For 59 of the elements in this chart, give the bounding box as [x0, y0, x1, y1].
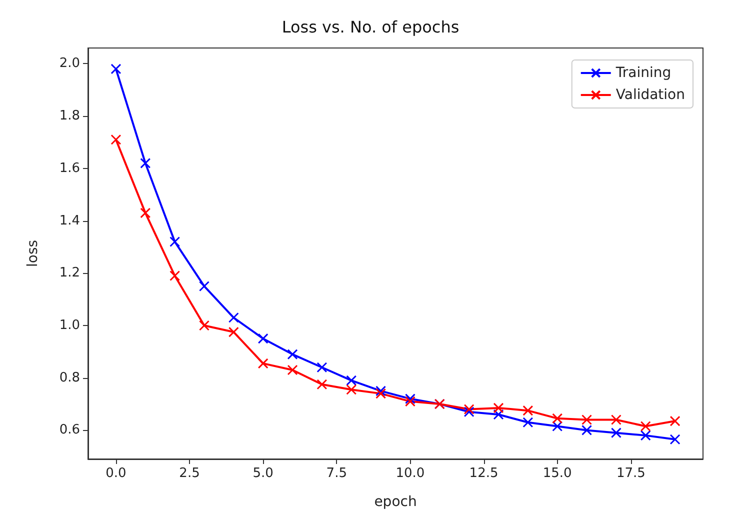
- point: [170, 270, 180, 281]
- point: [552, 421, 563, 432]
- point: [346, 375, 357, 386]
- point: [670, 434, 680, 445]
- x-tick-label: 15.0: [542, 466, 572, 481]
- point: [316, 379, 328, 390]
- point: [552, 413, 563, 424]
- point: [404, 396, 416, 407]
- point: [228, 312, 239, 323]
- point: [198, 320, 210, 331]
- point: [522, 405, 534, 416]
- point: [464, 406, 474, 418]
- point: [110, 134, 122, 145]
- x-tick-label: 2.5: [179, 466, 200, 481]
- point: [170, 236, 180, 247]
- point: [493, 402, 504, 414]
- x-tick-label: 7.5: [326, 466, 347, 481]
- point: [582, 414, 592, 425]
- y-tick-label: 1.0: [59, 318, 80, 333]
- x-tick-label: 5.0: [252, 466, 274, 481]
- x-tick-label: 10.0: [396, 466, 425, 481]
- y-tick-label: 1.8: [59, 108, 80, 124]
- point: [258, 333, 268, 344]
- point: [287, 364, 298, 376]
- y-tick-label: 1.6: [59, 160, 80, 176]
- y-tick-label: 2.0: [59, 56, 80, 72]
- point: [670, 416, 680, 426]
- y-tick-label: 0.6: [59, 422, 80, 438]
- point: [110, 64, 122, 74]
- legend-label: Validation: [616, 87, 686, 103]
- y-axis-title: loss: [25, 240, 41, 268]
- point: [464, 404, 474, 415]
- chart-title: Loss vs. No. of epochs: [282, 18, 460, 36]
- point: [582, 424, 592, 436]
- point: [376, 388, 386, 399]
- x-tick-label: 12.5: [469, 466, 498, 481]
- x-tick-label: 17.5: [616, 466, 646, 481]
- legend-label: Training: [614, 65, 672, 81]
- y-tick-label: 1.4: [59, 213, 80, 228]
- point: [640, 421, 651, 432]
- point: [404, 394, 416, 404]
- y-tick-label: 1.2: [59, 266, 80, 281]
- point: [610, 428, 622, 438]
- point: [316, 362, 328, 373]
- point: [140, 208, 151, 218]
- point: [493, 409, 504, 420]
- point: [376, 386, 386, 396]
- x-tick-label: 0.0: [106, 466, 126, 481]
- y-tick-label: 0.8: [59, 370, 80, 386]
- point: [346, 384, 357, 395]
- point: [640, 430, 651, 441]
- x-axis-title: epoch: [374, 494, 417, 510]
- point: [610, 414, 622, 425]
- point: [522, 417, 534, 428]
- point: [258, 358, 268, 369]
- point: [287, 349, 298, 360]
- point: [228, 326, 239, 338]
- point: [140, 158, 151, 168]
- point: [198, 280, 210, 292]
